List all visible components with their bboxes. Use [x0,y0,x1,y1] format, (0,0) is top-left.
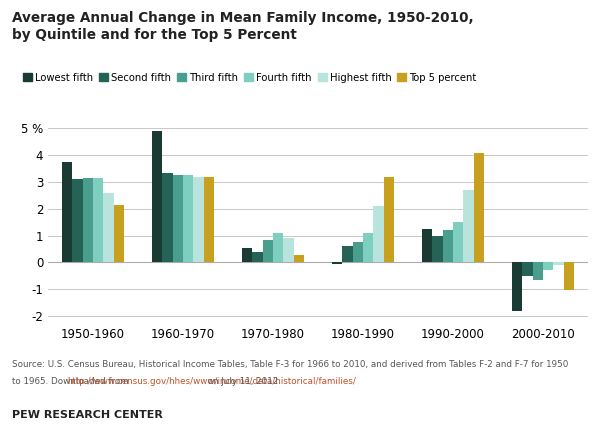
Bar [543,262,553,270]
Bar [564,262,574,290]
Bar [242,248,252,262]
Bar [252,252,263,262]
Bar [332,262,342,264]
Bar [152,131,162,262]
Bar [533,262,543,280]
Bar [93,178,103,262]
Legend: Lowest fifth, Second fifth, Third fifth, Fourth fifth, Highest fifth, Top 5 perc: Lowest fifth, Second fifth, Third fifth,… [23,72,476,82]
Bar [463,190,474,262]
Bar [443,230,453,262]
Bar [342,246,353,262]
Bar [62,162,73,262]
Bar [173,175,183,262]
Bar [183,175,193,262]
Bar [453,222,463,262]
Bar [422,229,432,262]
Bar [73,179,83,262]
Bar [273,233,283,262]
Bar [553,262,564,265]
Text: PEW RESEARCH CENTER: PEW RESEARCH CENTER [12,410,163,420]
Text: Average Annual Change in Mean Family Income, 1950-2010,: Average Annual Change in Mean Family Inc… [12,11,473,25]
Text: http://www.census.gov/hhes/www/income/data/historical/families/: http://www.census.gov/hhes/www/income/da… [67,377,356,386]
Bar [83,178,93,262]
Bar [373,206,384,262]
Bar [384,177,394,262]
Bar [474,153,484,262]
Bar [522,262,533,276]
Bar [162,173,173,262]
Bar [114,205,124,262]
Bar [363,233,373,262]
Bar [353,242,363,262]
Text: by Quintile and for the Top 5 Percent: by Quintile and for the Top 5 Percent [12,28,297,42]
Text: Source: U.S. Census Bureau, Historical Income Tables, Table F-3 for 1966 to 2010: Source: U.S. Census Bureau, Historical I… [12,360,568,369]
Bar [204,177,214,262]
Bar [103,193,114,262]
Bar [193,177,203,262]
Bar [294,255,304,262]
Bar [263,240,273,262]
Bar [432,235,443,262]
Bar [512,262,523,310]
Text: to 1965. Downloaded from: to 1965. Downloaded from [12,377,131,386]
Bar [283,238,293,262]
Text: on July 11, 2012: on July 11, 2012 [205,377,278,386]
